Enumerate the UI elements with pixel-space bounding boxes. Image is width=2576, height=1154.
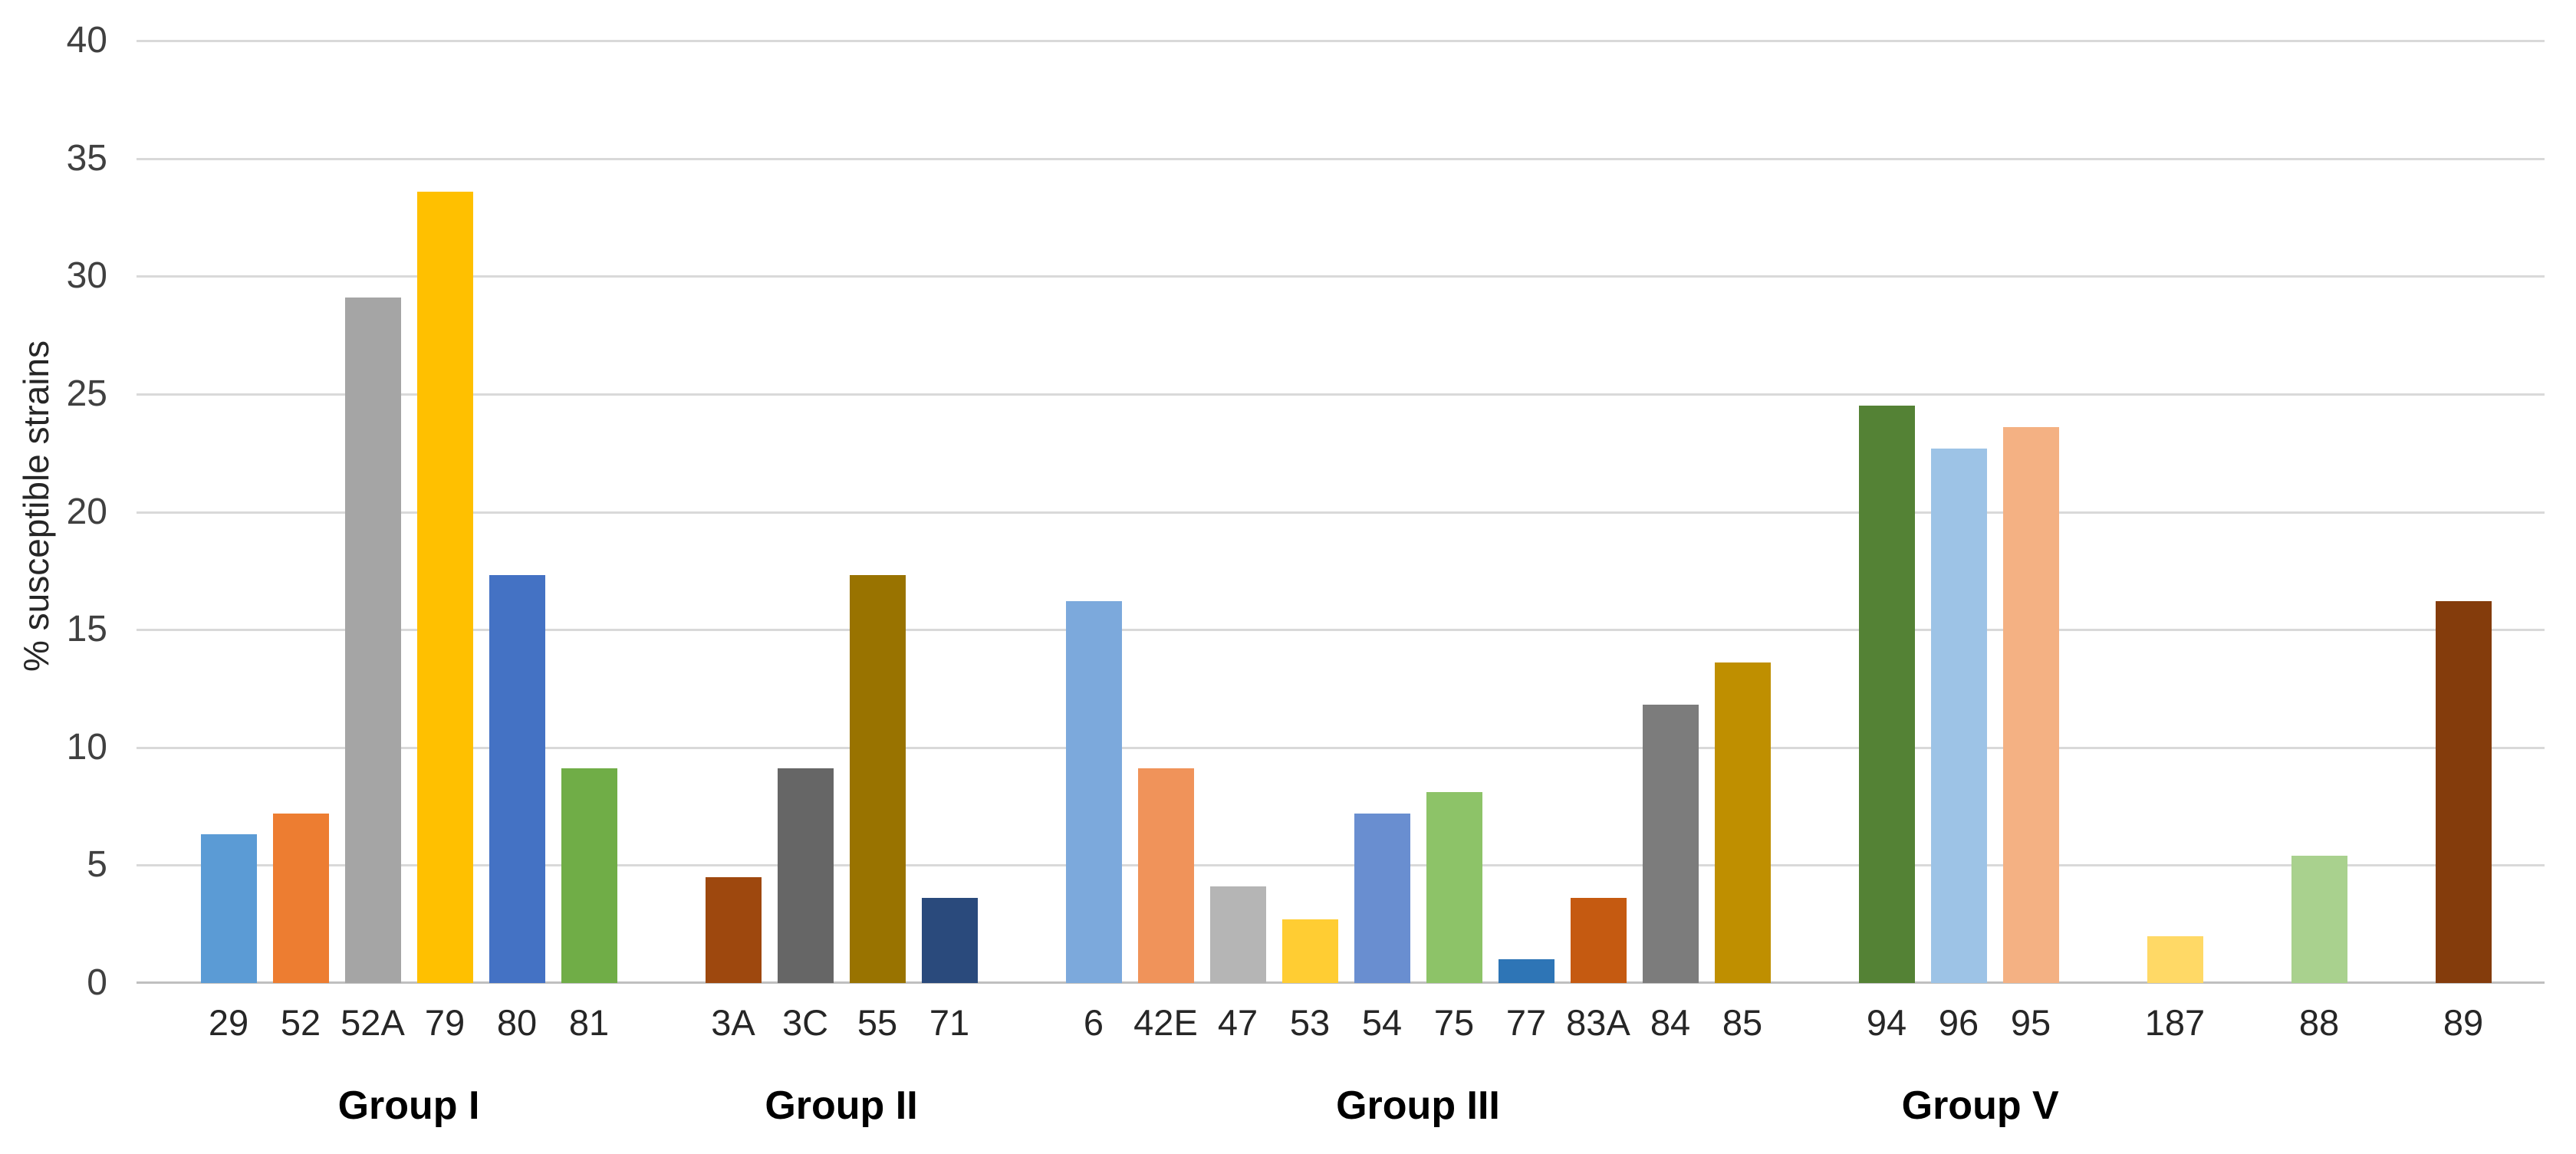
bar-94 bbox=[1858, 406, 1915, 983]
bar-42E bbox=[1137, 768, 1194, 983]
bar-81 bbox=[561, 768, 617, 983]
x-tick-label-3C: 3C bbox=[781, 1002, 829, 1043]
bar-47 bbox=[1209, 886, 1266, 983]
bar-75 bbox=[1426, 792, 1482, 983]
x-tick-label-83A: 83A bbox=[1566, 1002, 1630, 1043]
x-tick-label-52A: 52A bbox=[341, 1002, 405, 1043]
x-tick-label-75: 75 bbox=[1433, 1002, 1475, 1043]
x-tick-label-84: 84 bbox=[1650, 1002, 1691, 1043]
bar-3A bbox=[705, 876, 762, 983]
bar-6 bbox=[1065, 601, 1122, 983]
y-tick-label-0: 0 bbox=[87, 962, 107, 1003]
bar-84 bbox=[1642, 705, 1699, 983]
bar-187 bbox=[2147, 935, 2203, 983]
y-tick-label-30: 30 bbox=[66, 255, 107, 297]
gridline-30 bbox=[137, 275, 2545, 278]
x-tick-label-29: 29 bbox=[208, 1002, 249, 1043]
x-tick-label-88: 88 bbox=[2298, 1002, 2340, 1043]
bar-88 bbox=[2291, 856, 2347, 983]
x-tick-label-6: 6 bbox=[1083, 1002, 1104, 1043]
bar-83A bbox=[1570, 898, 1627, 983]
gridline-40 bbox=[137, 40, 2545, 42]
x-tick-label-95: 95 bbox=[2010, 1002, 2051, 1043]
bar-52 bbox=[272, 813, 329, 983]
x-tick-label-81: 81 bbox=[568, 1002, 610, 1043]
bar-79 bbox=[416, 191, 473, 983]
x-tick-label-187: 187 bbox=[2144, 1002, 2206, 1043]
bar-95 bbox=[2002, 426, 2059, 983]
y-tick-label-5: 5 bbox=[87, 844, 107, 886]
x-axis-line bbox=[137, 981, 2545, 984]
y-tick-label-25: 25 bbox=[66, 373, 107, 414]
gridline-25 bbox=[137, 393, 2545, 396]
x-tick-label-79: 79 bbox=[424, 1002, 466, 1043]
group-label-group-v: Group V bbox=[1901, 1083, 2059, 1128]
x-tick-label-47: 47 bbox=[1217, 1002, 1258, 1043]
x-tick-label-71: 71 bbox=[929, 1002, 970, 1043]
x-tick-label-94: 94 bbox=[1866, 1002, 1907, 1043]
bar-29 bbox=[200, 834, 257, 983]
y-tick-label-10: 10 bbox=[66, 726, 107, 768]
bar-53 bbox=[1281, 919, 1338, 983]
bar-80 bbox=[489, 575, 545, 983]
bar-54 bbox=[1354, 813, 1410, 983]
bar-55 bbox=[849, 575, 906, 983]
bar-96 bbox=[1930, 448, 1987, 983]
y-tick-label-40: 40 bbox=[66, 20, 107, 61]
bar-89 bbox=[2435, 601, 2492, 983]
x-tick-label-80: 80 bbox=[496, 1002, 538, 1043]
x-tick-label-52: 52 bbox=[280, 1002, 321, 1043]
bar-3C bbox=[777, 768, 834, 983]
bar-52A bbox=[344, 297, 401, 983]
plot-area bbox=[137, 40, 2545, 984]
x-tick-label-85: 85 bbox=[1722, 1002, 1763, 1043]
group-label-group-i: Group I bbox=[337, 1083, 480, 1128]
gridline-10 bbox=[137, 746, 2545, 749]
x-tick-label-55: 55 bbox=[857, 1002, 898, 1043]
x-tick-label-54: 54 bbox=[1361, 1002, 1403, 1043]
y-tick-label-35: 35 bbox=[66, 137, 107, 179]
x-tick-label-3A: 3A bbox=[711, 1002, 755, 1043]
bar-77 bbox=[1498, 959, 1554, 983]
y-tick-label-20: 20 bbox=[66, 491, 107, 532]
gridline-20 bbox=[137, 511, 2545, 514]
gridline-5 bbox=[137, 864, 2545, 867]
group-label-group-iii: Group III bbox=[1336, 1083, 1500, 1128]
x-tick-label-77: 77 bbox=[1505, 1002, 1547, 1043]
gridline-35 bbox=[137, 157, 2545, 160]
bar-85 bbox=[1714, 662, 1771, 983]
x-tick-label-42E: 42E bbox=[1133, 1002, 1198, 1043]
y-tick-label-15: 15 bbox=[66, 609, 107, 650]
bar-71 bbox=[921, 898, 978, 983]
x-tick-label-96: 96 bbox=[1938, 1002, 1979, 1043]
group-label-group-ii: Group II bbox=[765, 1083, 918, 1128]
gridline-15 bbox=[137, 629, 2545, 632]
x-tick-label-89: 89 bbox=[2443, 1002, 2484, 1043]
x-tick-label-53: 53 bbox=[1289, 1002, 1331, 1043]
